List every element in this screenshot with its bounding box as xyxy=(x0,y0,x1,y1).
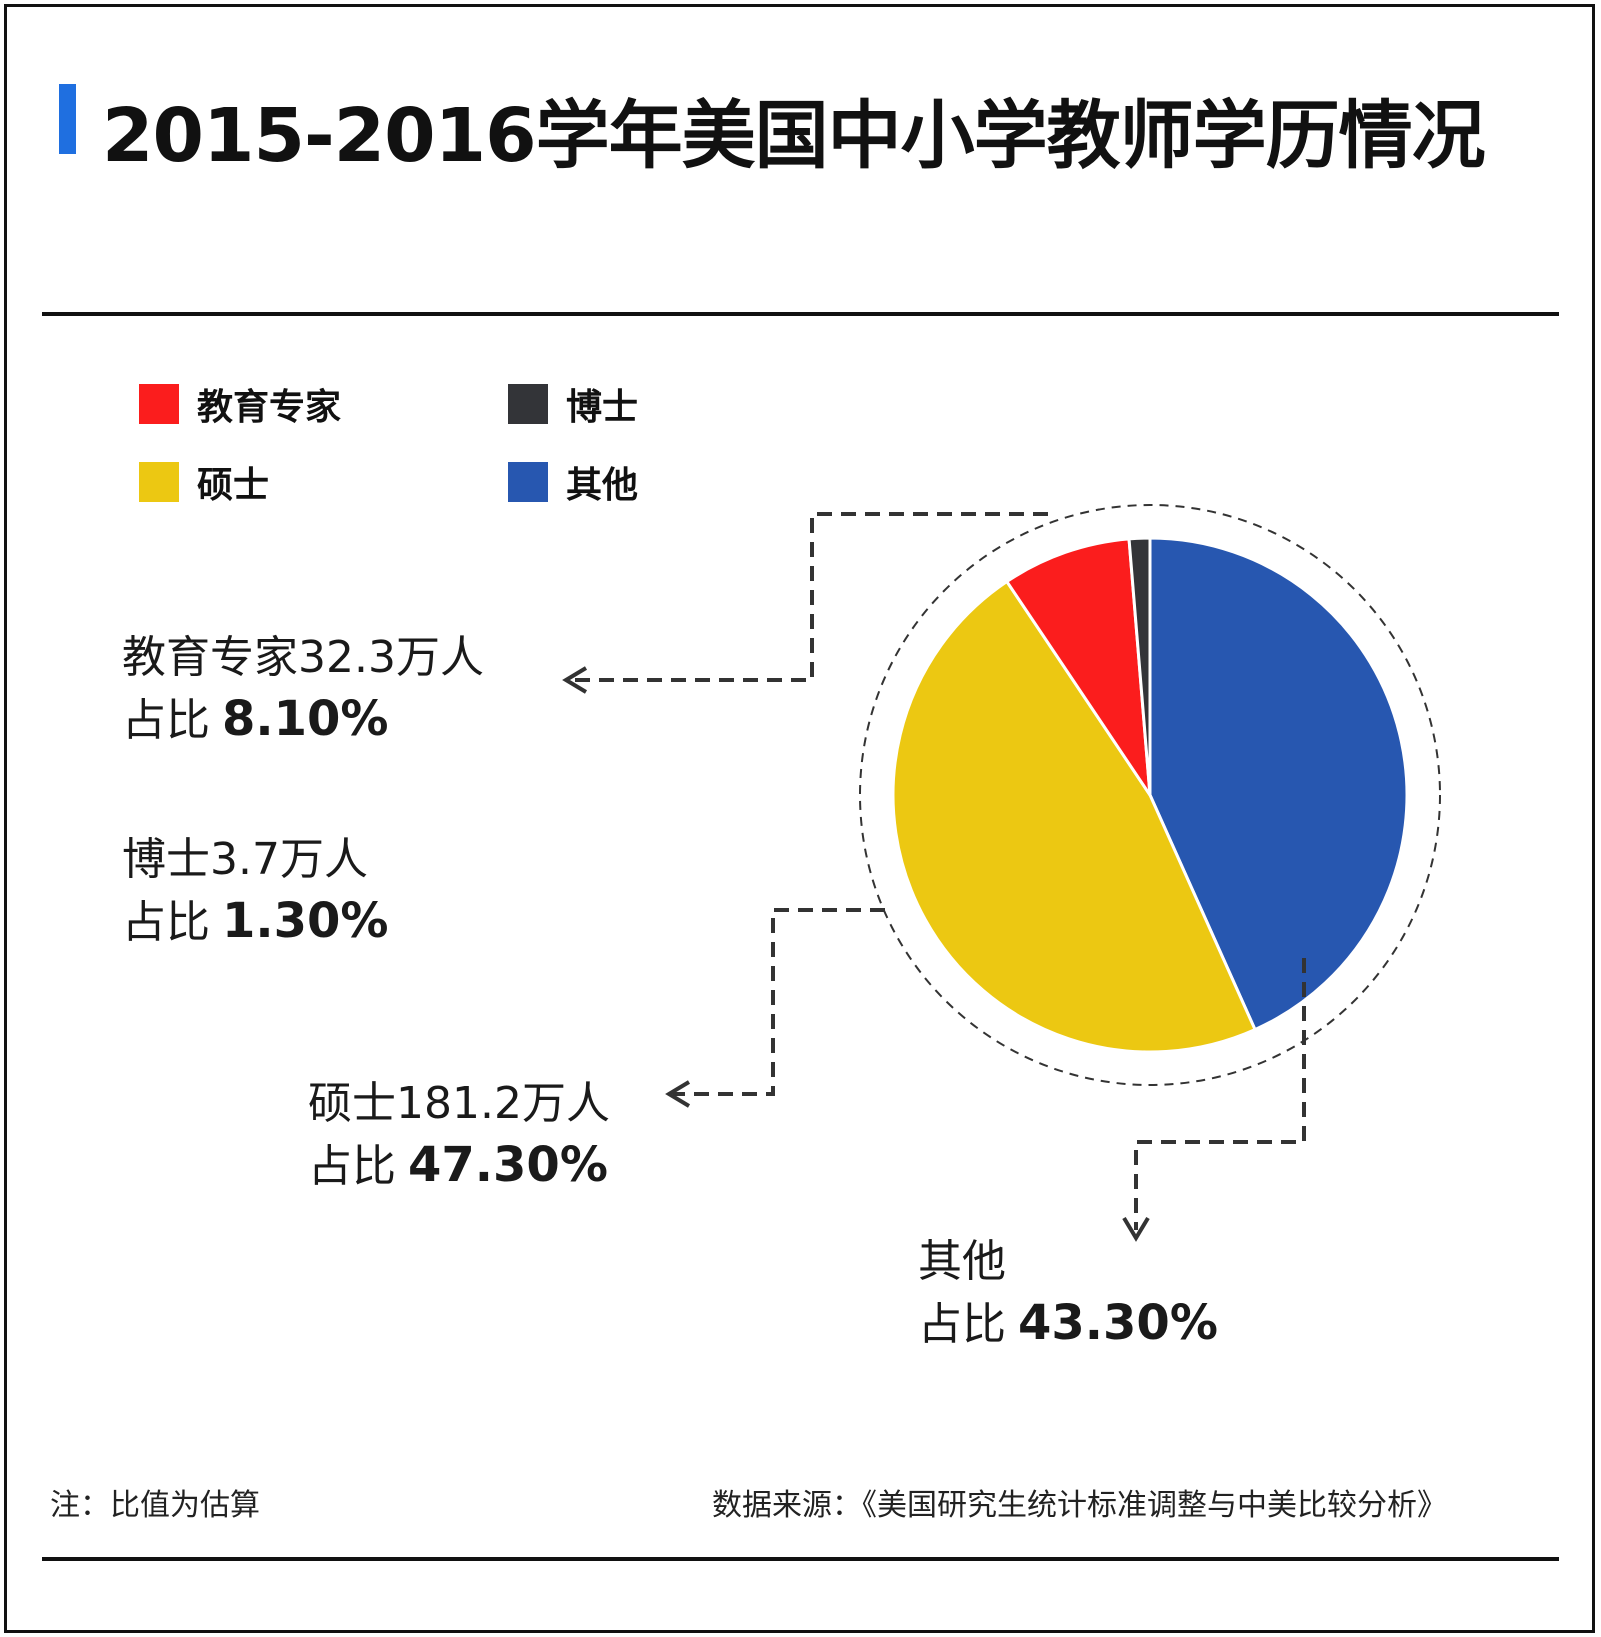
callout-doctor-pct: 1.30% xyxy=(222,893,389,949)
footnote-source: 数据来源：《美国研究生统计标准调整与中美比较分析》 xyxy=(712,1488,1447,1523)
arrow-master-icon xyxy=(665,1080,691,1108)
pie-slices xyxy=(891,536,1409,1054)
pie-slice-edu-specialist xyxy=(1004,537,1152,801)
legend-swatch-edu-specialist xyxy=(139,384,179,424)
callout-master-count: 硕士181.2万人 xyxy=(308,1078,610,1129)
arrow-edu-specialist-icon xyxy=(562,666,588,694)
pie-slice-master xyxy=(891,579,1258,1054)
callout-master: 硕士181.2万人 占比 47.30% xyxy=(308,1074,610,1198)
chart-title: 2015-2016学年美国中小学教师学历情况 xyxy=(102,93,1486,179)
callout-master-prefix: 占比 xyxy=(308,1141,396,1192)
callout-doctor-prefix: 占比 xyxy=(122,897,210,948)
callout-edu-specialist-pct: 8.10% xyxy=(222,691,389,747)
legend-swatch-other xyxy=(508,462,548,502)
legend-label-other: 其他 xyxy=(566,465,639,506)
title-accent-bar xyxy=(59,84,76,154)
callout-doctor-share: 占比 1.30% xyxy=(122,890,389,954)
connector-edu-specialist xyxy=(570,512,1048,682)
page-frame xyxy=(4,4,1595,1633)
legend-item-master: 硕士 xyxy=(139,456,269,508)
callout-edu-specialist-count: 教育专家32.3万人 xyxy=(122,632,484,683)
connector-master xyxy=(673,908,885,1096)
footnote-estimate: 注：比值为估算 xyxy=(50,1488,260,1523)
top-divider xyxy=(42,312,1559,316)
legend-item-edu-specialist: 教育专家 xyxy=(139,378,341,430)
callout-other-share: 占比 43.30% xyxy=(918,1292,1218,1356)
legend-label-master: 硕士 xyxy=(197,465,270,506)
callout-doctor: 博士3.7万人 占比 1.30% xyxy=(122,830,389,954)
legend-swatch-master xyxy=(139,462,179,502)
callout-edu-specialist-prefix: 占比 xyxy=(122,695,210,746)
connector-other xyxy=(1134,958,1306,1230)
legend-label-edu-specialist: 教育专家 xyxy=(197,387,342,428)
callout-master-pct: 47.30% xyxy=(408,1137,608,1193)
legend-item-other: 其他 xyxy=(508,456,638,508)
callout-other: 其他 占比 43.30% xyxy=(918,1232,1218,1356)
callout-edu-specialist: 教育专家32.3万人 占比 8.10% xyxy=(122,628,484,752)
legend-swatch-doctor xyxy=(508,384,548,424)
arrow-other-icon xyxy=(1122,1216,1150,1242)
callout-doctor-count: 博士3.7万人 xyxy=(122,834,368,885)
pie-slice-other xyxy=(1148,536,1409,1032)
legend-label-doctor: 博士 xyxy=(566,387,639,428)
pie-slice-doctor xyxy=(1127,536,1152,796)
callout-master-share: 占比 47.30% xyxy=(308,1134,610,1198)
pie-outer-dashed-ring xyxy=(859,504,1441,1086)
callout-other-prefix: 占比 xyxy=(918,1299,1006,1350)
bottom-divider xyxy=(42,1557,1559,1561)
callout-edu-specialist-share: 占比 8.10% xyxy=(122,688,484,752)
legend-item-doctor: 博士 xyxy=(508,378,638,430)
callout-other-pct: 43.30% xyxy=(1018,1295,1218,1351)
callout-other-label: 其他 xyxy=(918,1236,1006,1287)
